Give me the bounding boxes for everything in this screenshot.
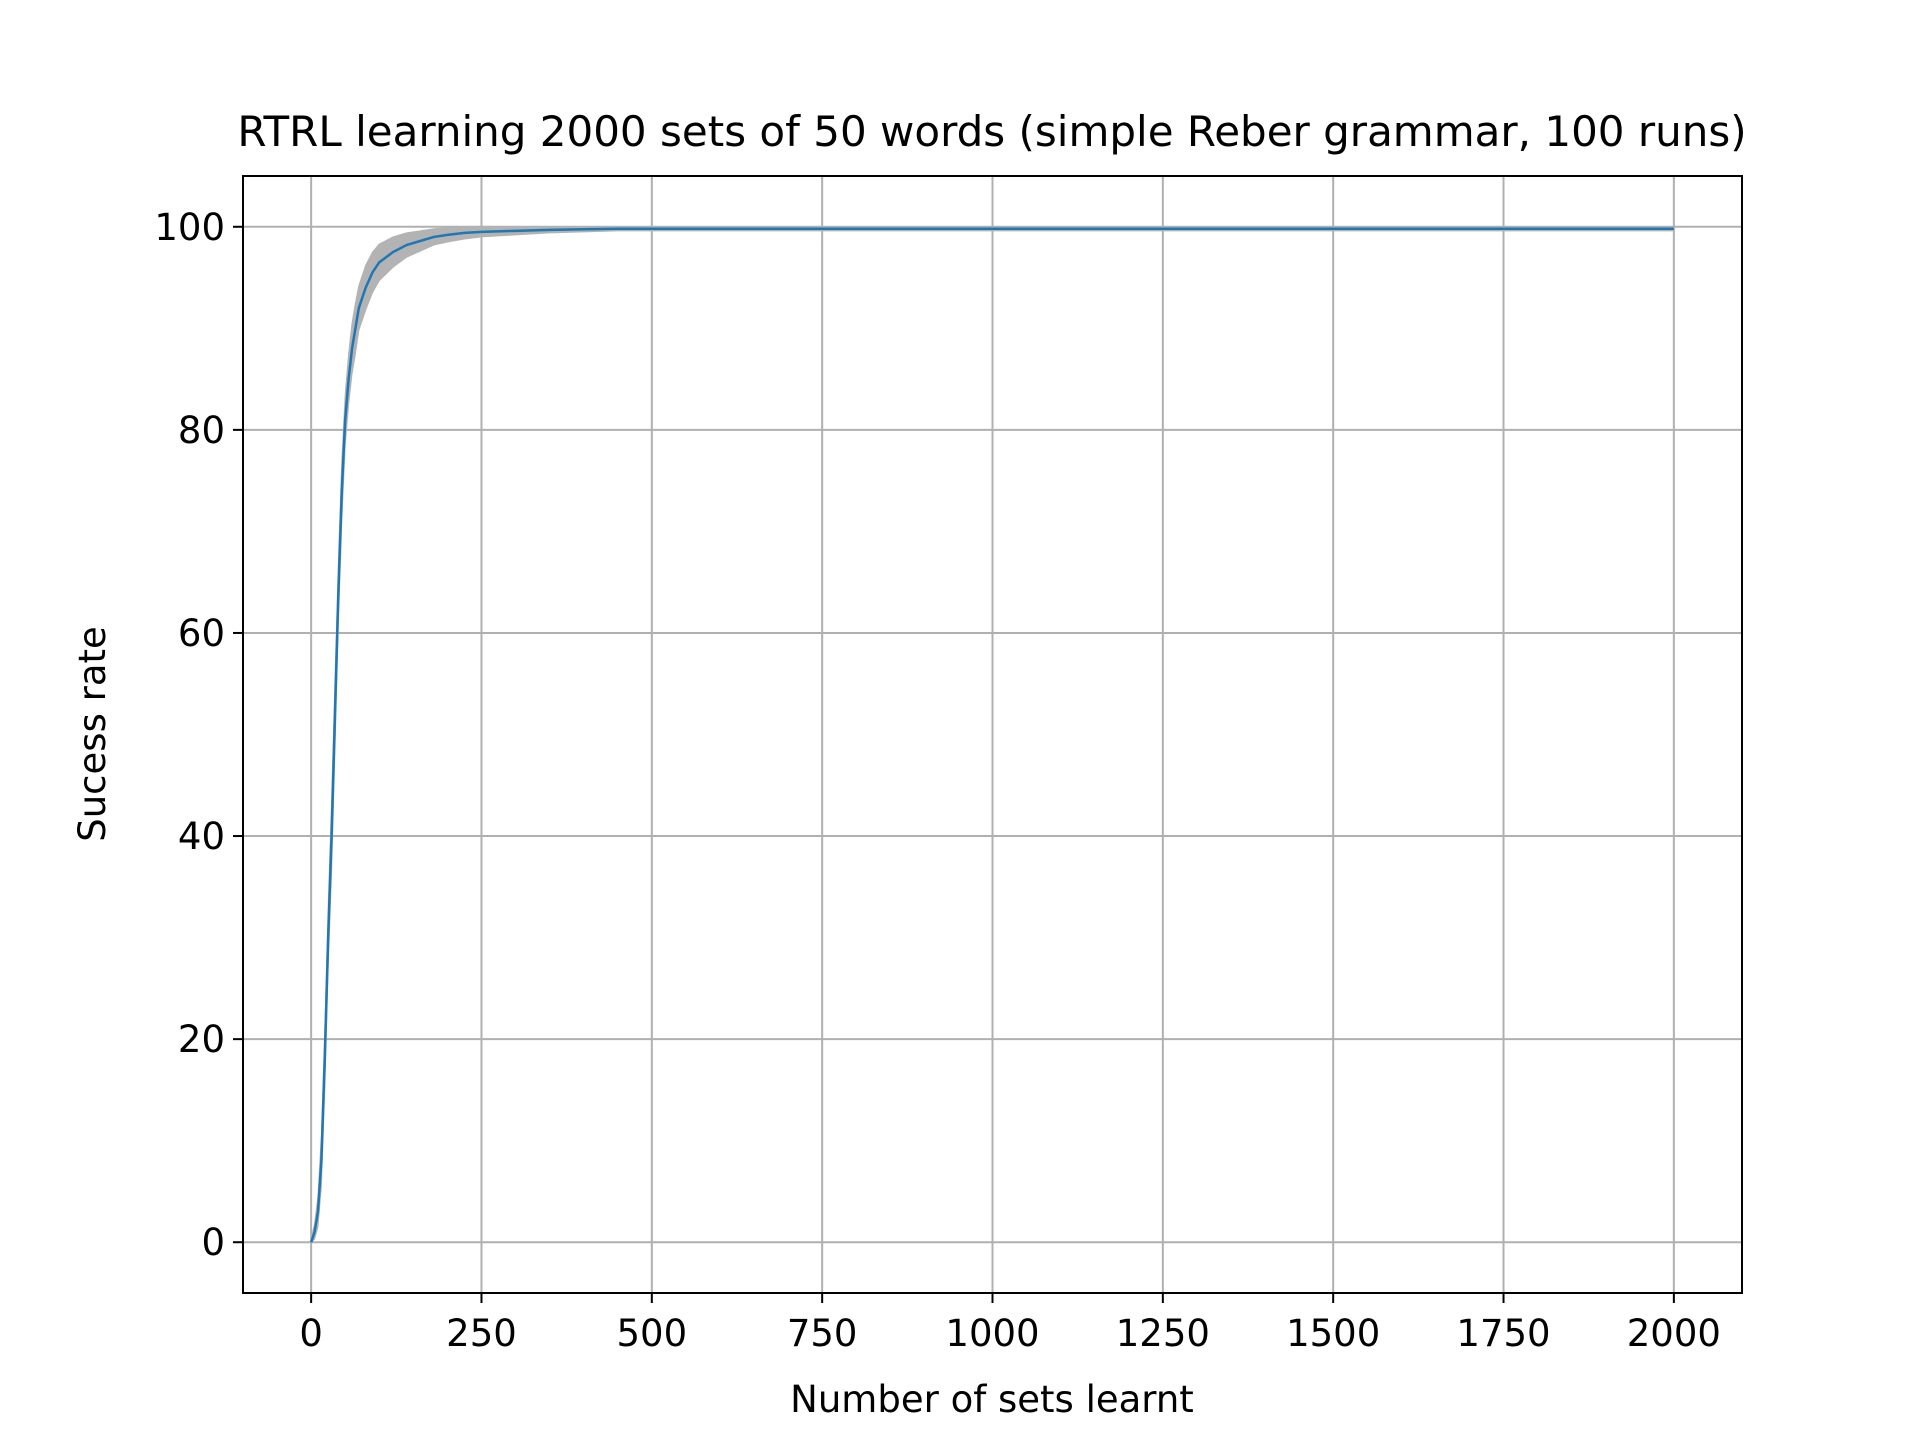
grid-lines <box>243 176 1742 1293</box>
y-tick-label: 20 <box>178 1018 225 1061</box>
x-tick-label: 1250 <box>1116 1312 1210 1355</box>
x-tick-label: 250 <box>446 1312 517 1355</box>
y-tick-label: 100 <box>154 206 225 249</box>
band-layer <box>310 226 1675 1244</box>
y-tick-label: 40 <box>178 815 225 858</box>
variance-band <box>310 226 1675 1244</box>
x-tick-label: 1000 <box>945 1312 1039 1355</box>
chart-title: RTRL learning 2000 sets of 50 words (sim… <box>237 107 1746 156</box>
x-axis-ticks: 0 250 500 750 1000 1250 1500 1750 2000 <box>299 1293 1721 1355</box>
x-axis-label: Number of sets learnt <box>790 1378 1194 1421</box>
mean-success-line <box>309 227 1674 1243</box>
y-tick-label: 0 <box>201 1221 225 1264</box>
x-tick-label: 1500 <box>1286 1312 1380 1355</box>
x-tick-label: 0 <box>299 1312 323 1355</box>
y-axis-label: Sucess rate <box>71 626 114 842</box>
x-tick-label: 2000 <box>1627 1312 1721 1355</box>
x-tick-label: 500 <box>617 1312 688 1355</box>
y-tick-label: 60 <box>178 612 225 655</box>
y-tick-label: 80 <box>178 409 225 452</box>
x-tick-label: 1750 <box>1456 1312 1550 1355</box>
y-axis-ticks: 0 20 40 60 80 100 <box>154 206 243 1264</box>
series-layer <box>309 227 1674 1243</box>
x-tick-label: 750 <box>787 1312 858 1355</box>
